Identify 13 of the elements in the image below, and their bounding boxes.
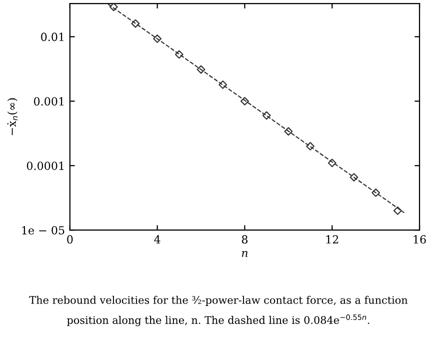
- x-axis-title: n: [242, 251, 248, 257]
- y-tick-label: 0.0001: [26, 162, 64, 170]
- x-tick-label: 12: [326, 235, 338, 244]
- y-tick-label: 0.001: [34, 97, 64, 106]
- text: position along the line, n. The dashed line is 0.084e$^{−0.55n}$.: [67, 314, 370, 326]
- x-tick-label: 0: [67, 235, 73, 244]
- y-tick-label: 1e − 05: [22, 226, 64, 234]
- y-axis-title: −ẋ$_{n}$(∞): [7, 98, 18, 136]
- x-tick-label: 4: [154, 235, 160, 244]
- x-tick-label: 8: [242, 235, 248, 244]
- y-tick-label: 0.01: [41, 32, 64, 42]
- x-tick-label: 16: [414, 235, 426, 244]
- text: The rebound velocities for the ³⁄₂-power-law contact force, as a function: [29, 296, 408, 306]
